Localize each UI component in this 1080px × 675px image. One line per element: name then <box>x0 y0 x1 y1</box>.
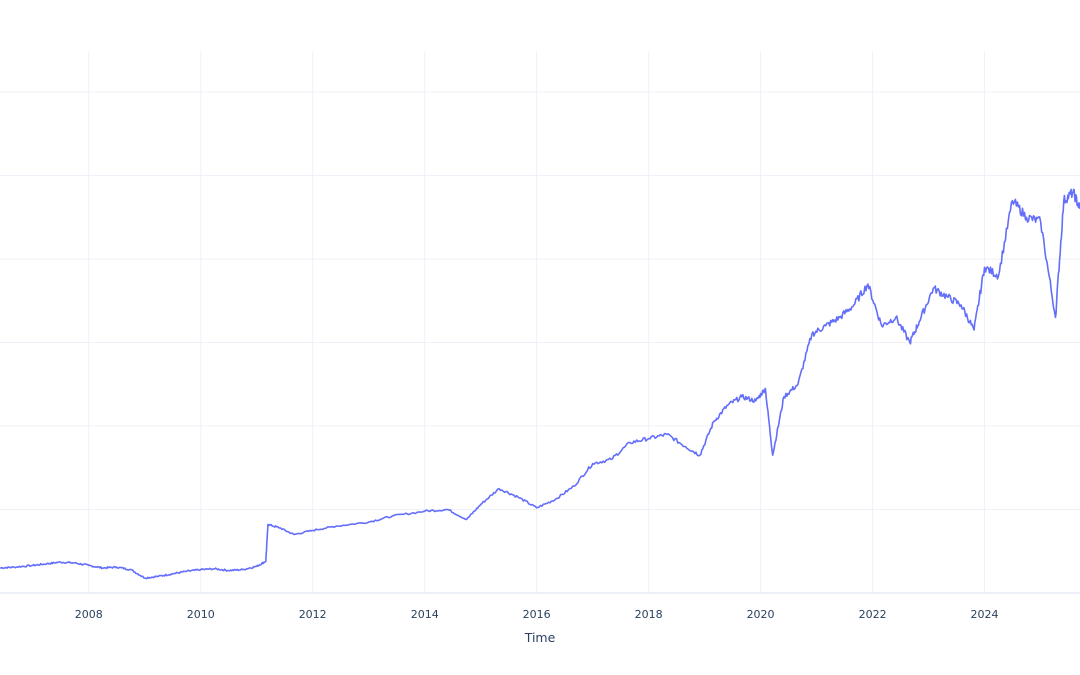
plot-area <box>0 52 1080 594</box>
x-tick-label: 2024 <box>971 608 999 621</box>
x-tick-label: 2010 <box>187 608 215 621</box>
x-tick-label: 2012 <box>299 608 327 621</box>
x-tick-label: 2020 <box>747 608 775 621</box>
x-axis-title: Time <box>524 630 556 645</box>
x-tick-label: 2022 <box>859 608 887 621</box>
x-tick-label: 2018 <box>635 608 663 621</box>
series-line <box>0 188 1080 580</box>
x-tick-label: 2008 <box>75 608 103 621</box>
x-tick-labels: 2008 2010 2012 2014 2016 2018 2020 2022 2024 <box>75 608 999 621</box>
x-gridlines <box>88 52 986 593</box>
x-tick-label: 2016 <box>523 608 551 621</box>
x-tick-label: 2014 <box>411 608 439 621</box>
y-gridlines <box>0 91 1080 510</box>
